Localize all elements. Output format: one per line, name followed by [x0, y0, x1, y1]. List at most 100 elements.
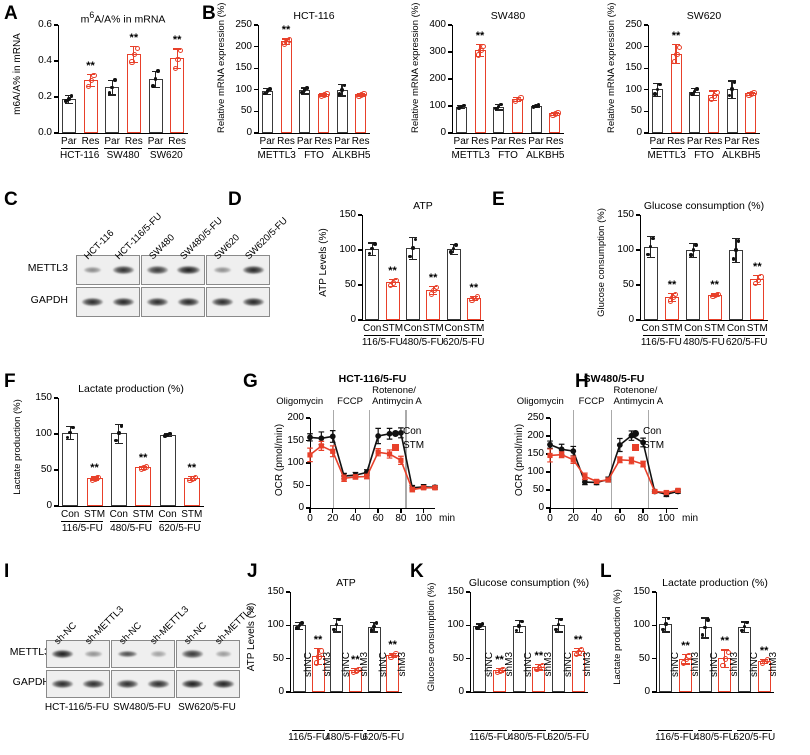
panelC-blot-box	[76, 287, 140, 317]
panelK-xtick-label: shM3	[582, 652, 594, 677]
panelB0-xtick-label: Res	[314, 136, 333, 147]
panelC-row-label: METTL3	[27, 262, 68, 274]
panelG-ytick-label: 200	[287, 412, 304, 423]
panelD-xtick-label: STM	[422, 323, 444, 334]
panelC-band	[211, 298, 234, 306]
panelD-data-point	[372, 242, 377, 246]
panelL-significance: **	[720, 635, 730, 648]
panelB1-ytick-label: 400	[429, 19, 446, 30]
panelE-data-point	[648, 244, 653, 249]
panelK-error-cap	[554, 631, 563, 633]
panelK-data-point	[500, 666, 506, 673]
panelB0-error-cap	[338, 95, 346, 97]
panelK-ytick-label: 50	[452, 652, 464, 664]
panelB1-ytick-label: 100	[429, 100, 446, 111]
panelH-legend-label-stm: STM	[643, 440, 665, 451]
panelH-ytickmark	[546, 489, 550, 491]
panelA-data-point	[129, 59, 135, 65]
panelI-band	[215, 651, 232, 657]
panelB1-xtick-label: Par	[490, 136, 507, 147]
panelB2-data-point	[751, 90, 757, 96]
panelK-ytickmark	[466, 657, 470, 660]
panelE-error-cap	[646, 257, 655, 259]
panelJ-error-cap	[295, 622, 304, 624]
panelD-data-point	[449, 250, 453, 255]
panelH-ytick-label: 100	[527, 466, 544, 477]
panelF-xtick-label: STM	[132, 509, 154, 520]
panelL-data-point	[705, 618, 710, 622]
panelF-error-cap	[163, 436, 172, 438]
panelD-x-axis	[362, 320, 484, 322]
panelL-ytick-label: 50	[638, 652, 650, 664]
panelA-xtick-label: Par	[61, 136, 77, 147]
panelJ-ytick-label: 100	[267, 619, 284, 631]
panelL-error-cap	[701, 637, 710, 639]
panelB1-group-label: METTL3	[451, 150, 490, 161]
panelI-row-label: GAPDH	[12, 676, 50, 688]
panelF-group-underline	[109, 521, 153, 523]
panelF-ytickmark	[54, 469, 58, 471]
panelD-data-point	[408, 254, 413, 259]
panelA-data-point	[151, 84, 155, 88]
panelH-annotation-rotenone: Rotenone/	[613, 385, 658, 396]
panelD-error-cap	[449, 253, 458, 255]
panelL-ytickmark	[652, 657, 656, 660]
panelE-significance: **	[753, 261, 762, 274]
panelB0-xtick-label: Res	[277, 136, 295, 147]
panelG-legend-marker-stm	[392, 444, 399, 451]
panelA-group-underline	[104, 148, 142, 150]
panelB0-y-axis	[258, 25, 260, 133]
panelA-xtick-label: Res	[81, 136, 100, 147]
panelB0-data-point	[340, 88, 344, 92]
panelB2-error-cap	[690, 94, 699, 97]
panelH-xtickmark	[549, 509, 551, 513]
panelD-error-cap	[449, 243, 458, 245]
panelK-group-label: 116/5-FU	[469, 732, 511, 743]
panelJ-significance: **	[313, 634, 323, 646]
panelL-group-label: 116/5-FU	[655, 732, 697, 743]
panelE-error-cap	[753, 275, 762, 277]
panelD-xtick-label: Con	[403, 323, 422, 334]
panelE-ytickmark	[636, 319, 640, 321]
panelJ-data-point	[372, 624, 376, 629]
panelG-xtickmark	[332, 509, 334, 513]
panelC-band	[242, 297, 265, 306]
panelB0-data-point	[324, 91, 330, 97]
panelB2-data-point	[695, 87, 700, 91]
panelL-data-point	[740, 628, 744, 633]
panelB0-data-point	[262, 91, 267, 96]
panelB1-data-point	[456, 105, 461, 110]
panelB2-group-label: ALKBH5	[722, 150, 761, 161]
panelG-ytick-label: 50	[292, 479, 304, 491]
panelA-significance: **	[129, 31, 139, 44]
panelA-data-point	[88, 78, 95, 84]
panelL-error-cap	[701, 617, 710, 619]
panelE-group-underline	[685, 335, 723, 337]
panelL-ytick-label: 100	[633, 619, 650, 631]
panelB2-data-point	[692, 89, 697, 94]
panelB1-ytickmark	[448, 132, 452, 134]
panelH-xtick-label: 100	[658, 513, 675, 524]
panelH-ytick-label: 150	[527, 448, 544, 459]
panelK-title: Glucose consumption (%)	[468, 577, 590, 589]
panelH-legend-marker-stm	[632, 444, 639, 451]
panelE-xtick-label: STM	[704, 323, 726, 334]
panelA-y-axis	[58, 25, 60, 133]
panelA-group-label: SW480	[106, 150, 140, 161]
panelB0-data-point	[265, 89, 270, 93]
panel-label-C: C	[4, 189, 18, 210]
panelB1-xtick-label: Res	[545, 136, 564, 147]
panelG-xtick-label: 40	[349, 513, 362, 524]
panelB0-group-underline	[335, 148, 368, 150]
panelK-group-label: 620/5-FU	[547, 732, 590, 743]
panelE-error-cap	[732, 261, 740, 264]
panelG-xtickmark	[377, 509, 379, 513]
panelB0-ytick-label: 150	[235, 62, 252, 74]
panelB2-ytickmark	[644, 45, 648, 48]
panelE-group-underline	[642, 335, 680, 337]
panelB0-group-label: ALKBH5	[332, 150, 371, 161]
panelF-x-axis	[58, 506, 204, 508]
panelB1-ytick-label: 200	[429, 73, 446, 84]
panelI-group-label: SW480/5-FU	[113, 702, 171, 713]
panelH-title: SW480/5-FU	[583, 373, 645, 385]
